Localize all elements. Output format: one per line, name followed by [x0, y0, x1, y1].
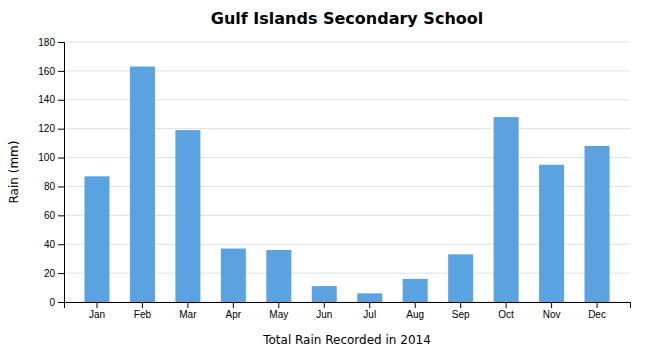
x-tick-label: Aug: [406, 309, 424, 320]
bar: [403, 279, 428, 302]
y-tick: 80: [44, 181, 64, 192]
y-tick-mark: [58, 158, 64, 159]
x-tick-label: Mar: [179, 309, 197, 320]
x-tick-mark: [233, 302, 234, 308]
y-tick-label: 0: [49, 297, 55, 308]
title: Gulf Islands Secondary School: [211, 9, 483, 28]
bar: [448, 254, 473, 302]
x-axis-line: [65, 303, 631, 309]
x-tick-mark: [460, 302, 461, 308]
bar: [357, 293, 382, 302]
x-tick-mark: [278, 302, 279, 308]
bar: [494, 117, 519, 302]
y-axis: 0 20 40 60 80 100 120 140 160 180: [38, 37, 64, 308]
y-tick-label: 20: [44, 268, 56, 279]
x-tick-label: Jun: [316, 309, 332, 320]
y-tick: 100: [38, 152, 64, 163]
x-tick: Jul: [363, 302, 376, 320]
bar: [175, 130, 200, 302]
x-tick-mark: [187, 302, 188, 308]
x-tick: Mar: [179, 302, 197, 320]
y-tick: 140: [38, 94, 64, 105]
x-tick-label: Dec: [588, 309, 606, 320]
y-tick-label: 120: [38, 123, 55, 134]
y-tick-mark: [58, 129, 64, 130]
bar: [221, 249, 246, 302]
y-tick: 20: [44, 268, 64, 279]
x-tick: Dec: [588, 302, 606, 320]
y-axis-title: Rain (mm): [7, 141, 21, 204]
chart-svg: Jan Feb Mar Apr May Jun Jul Aug Sep Oct Nov Dec 0 20 4…: [0, 0, 650, 360]
y-tick-mark: [58, 71, 64, 72]
x-tick: Oct: [498, 302, 514, 320]
y-tick-mark: [58, 186, 64, 187]
x-tick: Nov: [543, 302, 561, 320]
bars: [84, 67, 609, 302]
plot-area: Jan Feb Mar Apr May Jun Jul Aug Sep Oct Nov Dec 0 20 4…: [38, 37, 630, 320]
y-tick: 40: [44, 239, 64, 250]
x-tick: Sep: [452, 302, 470, 320]
grid: [64, 42, 630, 302]
x-tick-mark: [142, 302, 143, 308]
y-tick: 180: [38, 37, 64, 48]
y-tick: 160: [38, 66, 64, 77]
x-tick-label: Jul: [363, 309, 376, 320]
y-tick-label: 160: [38, 66, 55, 77]
x-axis-title: Total Rain Recorded in 2014: [262, 333, 431, 347]
y-tick-mark: [58, 273, 64, 274]
grid-line: [64, 42, 630, 43]
x-tick-label: Oct: [498, 309, 514, 320]
y-tick: 120: [38, 123, 64, 134]
x-tick-label: Sep: [452, 309, 470, 320]
y-tick: 0: [49, 297, 64, 308]
y-tick-label: 100: [38, 152, 55, 163]
x-tick: Jan: [89, 302, 105, 320]
bar: [130, 67, 155, 302]
x-tick: Jun: [316, 302, 332, 320]
y-tick-label: 40: [44, 239, 56, 250]
x-tick-label: May: [269, 309, 288, 320]
x-tick-mark: [324, 302, 325, 308]
y-tick-label: 80: [44, 181, 56, 192]
x-tick-label: Jan: [89, 309, 105, 320]
y-tick-label: 140: [38, 94, 55, 105]
x-tick: Feb: [134, 302, 152, 320]
x-tick-mark: [415, 302, 416, 308]
y-tick-label: 180: [38, 37, 55, 48]
x-tick-mark: [506, 302, 507, 308]
y-tick-label: 60: [44, 210, 56, 221]
bar: [312, 286, 337, 302]
x-tick-mark: [96, 302, 97, 308]
y-tick: 60: [44, 210, 64, 221]
x-axis: Jan Feb Mar Apr May Jun Jul Aug Sep Oct Nov Dec: [65, 302, 631, 320]
x-tick: May: [269, 302, 288, 320]
y-tick-mark: [58, 215, 64, 216]
x-tick-label: Apr: [226, 309, 242, 320]
chart-container: Jan Feb Mar Apr May Jun Jul Aug Sep Oct Nov Dec 0 20 4…: [0, 0, 650, 360]
x-tick-mark: [369, 302, 370, 308]
bar: [585, 146, 610, 302]
bar: [266, 250, 291, 302]
y-tick-mark: [58, 244, 64, 245]
y-tick-mark: [58, 302, 64, 303]
x-tick: Apr: [226, 302, 242, 320]
y-tick-mark: [58, 42, 64, 43]
x-tick: Aug: [406, 302, 424, 320]
x-tick-mark: [597, 302, 598, 308]
y-tick-mark: [58, 100, 64, 101]
bar: [539, 165, 564, 302]
x-tick-mark: [551, 302, 552, 308]
y-axis-line: [58, 43, 65, 303]
x-tick-label: Nov: [543, 309, 561, 320]
x-tick-label: Feb: [134, 309, 152, 320]
bar: [84, 176, 109, 302]
